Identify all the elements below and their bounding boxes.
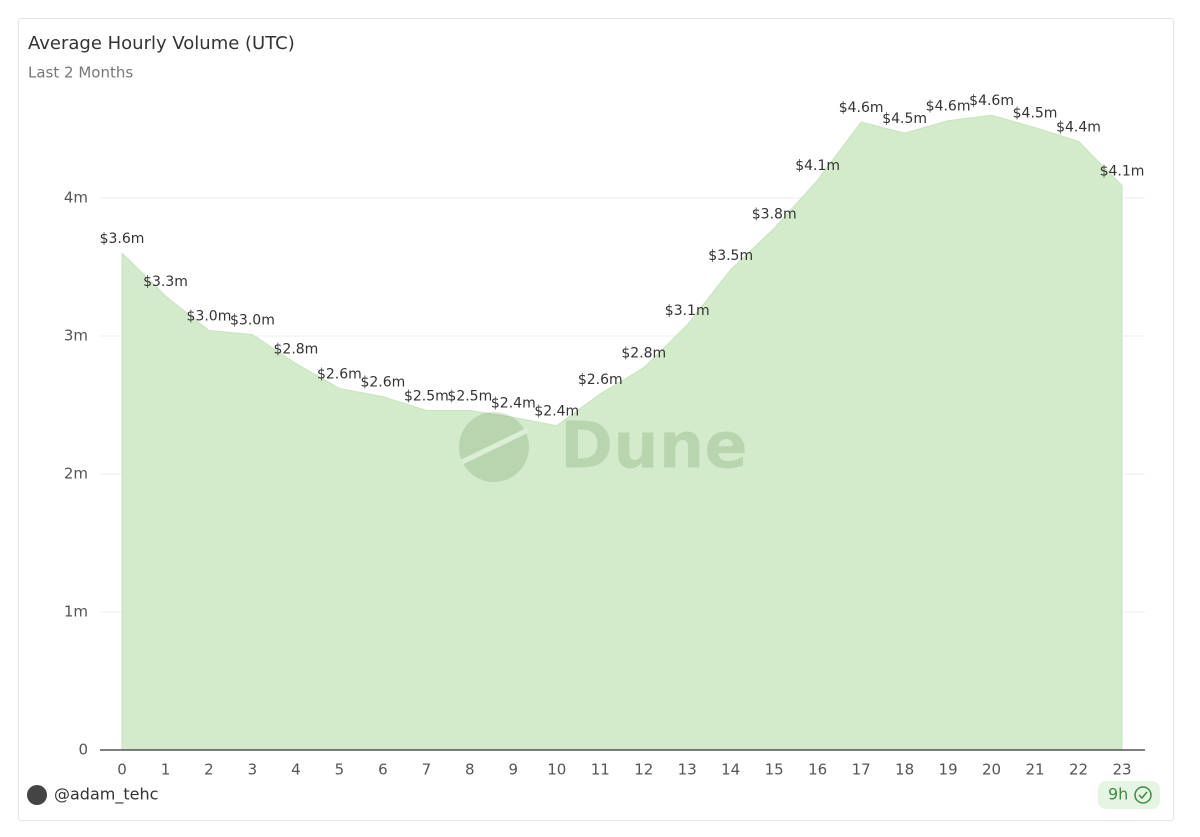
data-label: $4.6m: [839, 100, 884, 116]
avatar: [27, 785, 47, 805]
x-tick-label: 21: [1025, 761, 1044, 779]
data-label: $3.5m: [708, 248, 753, 264]
watermark-logo: [459, 412, 530, 482]
author: @adam_tehc: [54, 785, 158, 805]
x-tick-label: 3: [248, 761, 258, 779]
y-tick-label: 0: [78, 741, 88, 759]
data-label: $4.6m: [969, 93, 1014, 109]
area: [121, 114, 1123, 751]
x-tick-label: 8: [465, 761, 475, 779]
y-tick-label: 1m: [64, 603, 88, 621]
refresh-time: 9h: [1108, 785, 1128, 804]
data-label: $2.4m: [491, 395, 536, 411]
x-tick-label: 11: [591, 761, 610, 779]
x-tick-label: 10: [547, 761, 566, 779]
chart-title: Average Hourly Volume (UTC): [28, 33, 295, 54]
x-tick-label: 0: [117, 761, 127, 779]
x-tick-label: 18: [895, 761, 914, 779]
x-tick-label: 5: [335, 761, 345, 779]
data-label: $4.5m: [1013, 106, 1058, 122]
x-tick-label: 13: [678, 761, 697, 779]
y-tick-label: 4m: [64, 189, 88, 207]
y-tick-label: 3m: [64, 327, 88, 345]
data-label: $3.0m: [187, 308, 232, 324]
x-tick-label: 23: [1112, 761, 1131, 779]
check-icon: [1134, 786, 1152, 804]
x-tick-label: 12: [634, 761, 653, 779]
x-tick-label: 2: [204, 761, 214, 779]
data-label: $4.6m: [926, 99, 971, 115]
data-label: $2.5m: [447, 389, 492, 405]
x-tick-label: 22: [1069, 761, 1088, 779]
x-tick-label: 7: [422, 761, 432, 779]
data-label: $2.8m: [274, 342, 319, 358]
data-label: $3.8m: [752, 206, 797, 222]
x-tick-label: 19: [939, 761, 958, 779]
x-tick-label: 20: [982, 761, 1001, 779]
y-tick-label: 2m: [64, 465, 88, 483]
data-label: $3.0m: [230, 313, 275, 329]
x-tick-label: 9: [509, 761, 519, 779]
x-tick-label: 1: [161, 761, 171, 779]
data-label: $2.6m: [317, 366, 362, 382]
data-label: $2.4m: [534, 404, 579, 420]
data-label: $2.8m: [621, 346, 666, 362]
data-label: $4.4m: [1056, 119, 1101, 135]
data-label: $4.1m: [1100, 164, 1145, 180]
refresh-badge: [1098, 781, 1160, 809]
x-tick-label: 16: [808, 761, 827, 779]
x-tick-label: 6: [378, 761, 388, 779]
data-label: $3.6m: [100, 231, 145, 247]
x-tick-label: 15: [765, 761, 784, 779]
watermark: Dune: [560, 410, 748, 484]
data-label: $3.3m: [143, 274, 188, 290]
x-tick-label: 17: [852, 761, 871, 779]
data-label: $2.5m: [404, 389, 449, 405]
data-label: $2.6m: [578, 372, 623, 388]
data-label: $2.6m: [360, 375, 405, 391]
chart-subtitle: Last 2 Months: [28, 64, 133, 82]
data-label: $4.1m: [795, 158, 840, 174]
x-tick-label: 4: [291, 761, 301, 779]
x-tick-label: 14: [721, 761, 740, 779]
data-label: $4.5m: [882, 111, 927, 127]
data-label: $3.1m: [665, 303, 710, 319]
